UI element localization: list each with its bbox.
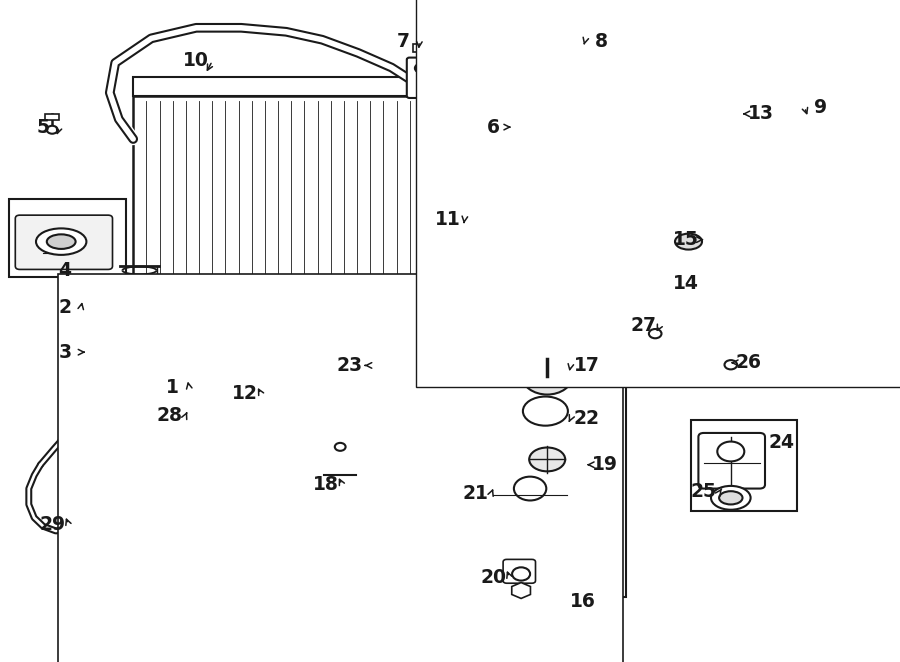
Text: 22: 22 — [574, 409, 599, 428]
Text: 13: 13 — [748, 105, 773, 123]
Ellipse shape — [525, 86, 624, 168]
Ellipse shape — [47, 126, 58, 134]
Ellipse shape — [335, 443, 346, 451]
Bar — [133, 96, 423, 573]
FancyBboxPatch shape — [668, 165, 752, 206]
Ellipse shape — [665, 228, 712, 255]
Text: 25: 25 — [691, 482, 716, 500]
Ellipse shape — [711, 486, 751, 510]
FancyBboxPatch shape — [15, 215, 112, 269]
Ellipse shape — [138, 389, 177, 412]
Ellipse shape — [77, 350, 99, 363]
Text: 3: 3 — [58, 343, 71, 361]
Ellipse shape — [558, 40, 594, 56]
Ellipse shape — [514, 477, 546, 500]
Text: 27: 27 — [631, 316, 656, 335]
Text: 18: 18 — [313, 475, 338, 494]
Ellipse shape — [47, 234, 76, 249]
Ellipse shape — [36, 228, 86, 255]
Text: 29: 29 — [39, 515, 66, 534]
Bar — [45, 114, 59, 120]
Text: 12: 12 — [232, 385, 257, 403]
Bar — [9, 199, 126, 277]
Text: 20: 20 — [481, 568, 506, 587]
FancyBboxPatch shape — [58, 274, 623, 662]
Bar — [551, 33, 601, 41]
Ellipse shape — [356, 294, 400, 331]
Text: 11: 11 — [436, 211, 461, 229]
Ellipse shape — [719, 491, 742, 504]
Ellipse shape — [717, 442, 744, 461]
Ellipse shape — [415, 64, 428, 73]
FancyBboxPatch shape — [515, 185, 545, 207]
Bar — [723, 340, 739, 348]
Text: 15: 15 — [673, 230, 698, 249]
Ellipse shape — [147, 394, 168, 407]
Text: 14: 14 — [673, 274, 698, 293]
Bar — [133, 77, 423, 96]
Text: 9: 9 — [814, 98, 827, 117]
FancyBboxPatch shape — [416, 0, 900, 387]
Ellipse shape — [543, 101, 606, 154]
Text: 21: 21 — [463, 484, 488, 502]
Text: 28: 28 — [157, 406, 182, 425]
FancyBboxPatch shape — [698, 433, 765, 489]
Text: 26: 26 — [736, 354, 761, 372]
Ellipse shape — [649, 329, 662, 338]
Ellipse shape — [512, 567, 530, 581]
Bar — [421, 347, 626, 597]
FancyBboxPatch shape — [488, 466, 572, 510]
Text: 2: 2 — [58, 299, 71, 317]
Ellipse shape — [523, 397, 568, 426]
Text: 10: 10 — [184, 52, 209, 70]
FancyBboxPatch shape — [503, 559, 536, 583]
Bar — [647, 305, 663, 312]
FancyBboxPatch shape — [407, 58, 435, 98]
Text: 16: 16 — [571, 592, 596, 610]
Text: 4: 4 — [58, 261, 71, 279]
Text: 8: 8 — [595, 32, 608, 50]
FancyBboxPatch shape — [489, 56, 674, 197]
Ellipse shape — [509, 348, 585, 404]
FancyBboxPatch shape — [122, 374, 184, 420]
Text: 5: 5 — [37, 118, 50, 136]
Ellipse shape — [724, 360, 737, 369]
Bar — [413, 44, 429, 52]
Ellipse shape — [522, 357, 572, 395]
Bar — [646, 157, 788, 268]
Text: 6: 6 — [487, 118, 500, 136]
Ellipse shape — [68, 343, 108, 369]
FancyBboxPatch shape — [509, 440, 588, 479]
Text: 1: 1 — [166, 378, 179, 397]
Ellipse shape — [529, 448, 565, 471]
Text: 7: 7 — [397, 32, 410, 50]
Ellipse shape — [675, 234, 702, 250]
Text: 19: 19 — [592, 455, 617, 474]
Bar — [691, 420, 797, 511]
Bar — [133, 573, 423, 587]
Ellipse shape — [521, 190, 539, 203]
Text: 23: 23 — [336, 356, 363, 375]
Text: 24: 24 — [769, 433, 794, 451]
Text: 17: 17 — [574, 356, 599, 375]
Ellipse shape — [549, 36, 603, 60]
Ellipse shape — [344, 285, 412, 340]
FancyBboxPatch shape — [503, 391, 588, 431]
